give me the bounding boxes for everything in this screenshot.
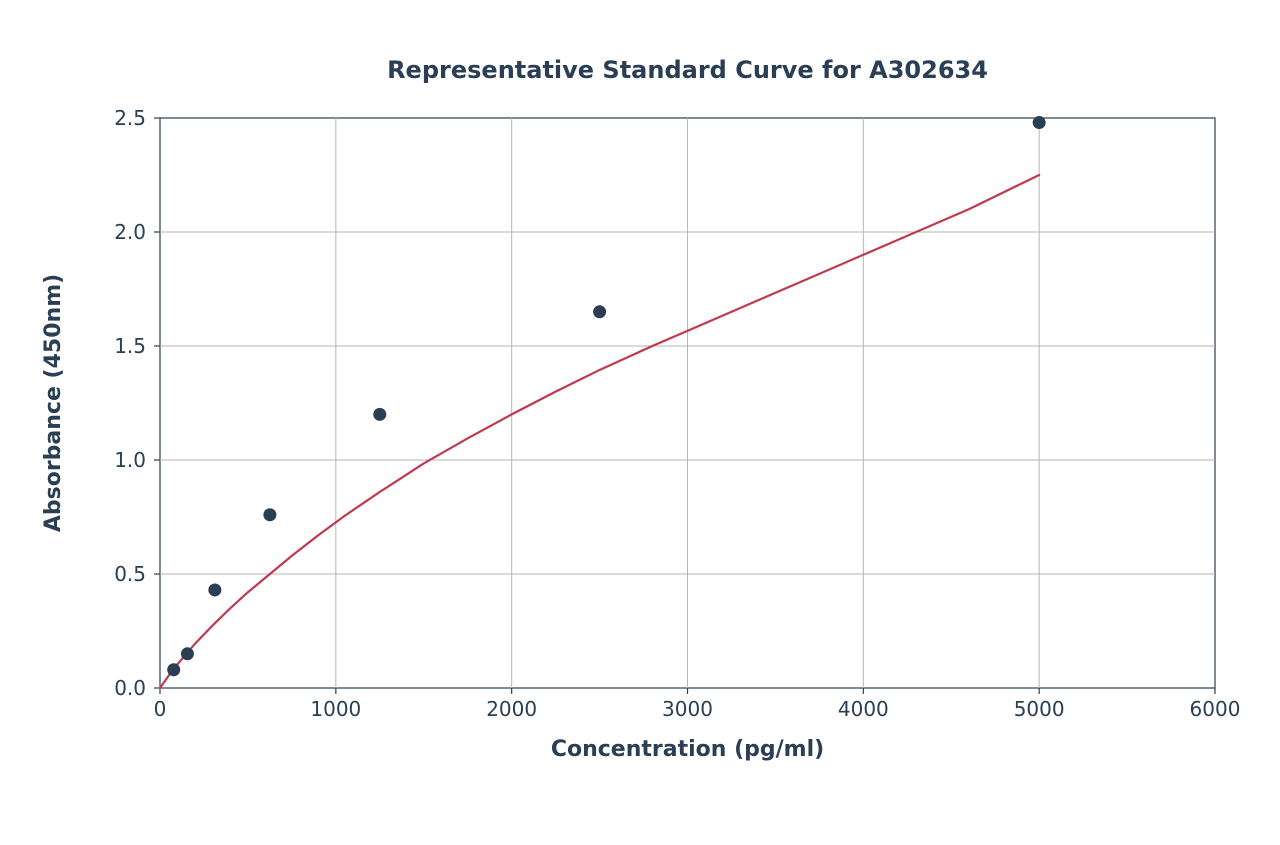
- data-point: [373, 408, 386, 421]
- x-tick-label: 4000: [838, 697, 889, 721]
- chart-container: 0 1000 2000 3000 4000 5000 6000 0.0 0.5 1.0 1.5 2.0…: [0, 0, 1280, 845]
- data-point: [263, 508, 276, 521]
- x-tick-label: 3000: [662, 697, 713, 721]
- data-point: [1033, 116, 1046, 129]
- x-tick-label: 1000: [310, 697, 361, 721]
- y-tick-label: 1.0: [114, 448, 146, 472]
- data-point: [181, 647, 194, 660]
- x-axis-label: Concentration (pg/ml): [551, 737, 824, 762]
- chart-title: Representative Standard Curve for A30263…: [387, 56, 988, 84]
- y-axis-label: Absorbance (450nm): [41, 274, 66, 532]
- standard-curve-chart: 0 1000 2000 3000 4000 5000 6000 0.0 0.5 1.0 1.5 2.0…: [0, 0, 1280, 845]
- data-point: [593, 305, 606, 318]
- data-point: [167, 663, 180, 676]
- y-tick-label: 0.5: [114, 562, 146, 586]
- y-tick-label: 0.0: [114, 676, 146, 700]
- x-tick-label: 6000: [1190, 697, 1241, 721]
- x-tick-label: 0: [154, 697, 167, 721]
- x-tick-label: 2000: [486, 697, 537, 721]
- y-tick-label: 2.0: [114, 220, 146, 244]
- data-point: [208, 583, 221, 596]
- y-tick-label: 1.5: [114, 334, 146, 358]
- x-tick-label: 5000: [1014, 697, 1065, 721]
- y-tick-label: 2.5: [114, 106, 146, 130]
